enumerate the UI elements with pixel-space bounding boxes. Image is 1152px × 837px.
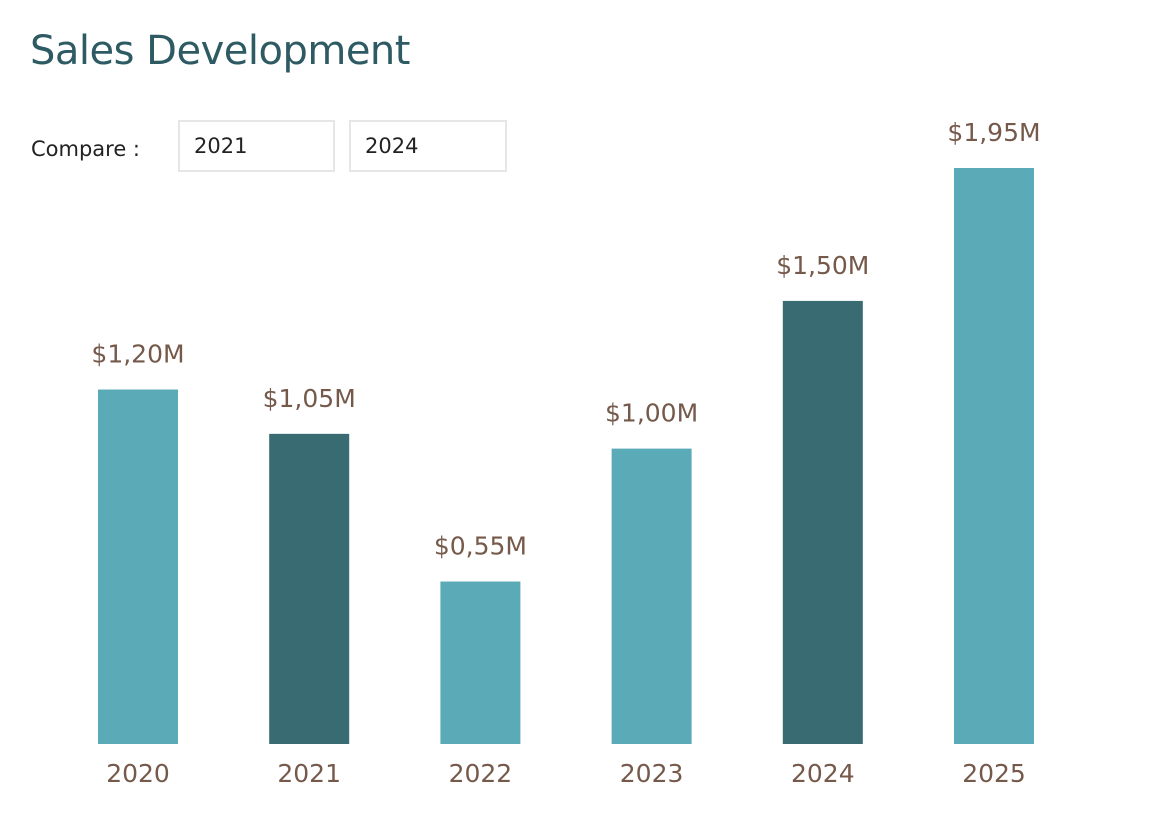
bar-2023[interactable] [611,448,692,744]
category-label-2025: 2025 [962,759,1026,788]
value-label-2023: $1,00M [605,399,698,428]
value-label-2021: $1,05M [263,384,356,413]
value-label-2022: $0,55M [434,532,527,561]
category-label-2021: 2021 [277,759,341,788]
value-label-2020: $1,20M [91,340,184,369]
bar-2025[interactable] [954,168,1034,744]
category-label-2020: 2020 [106,759,170,788]
page-title: Sales Development [30,28,410,74]
compare-year-a-input[interactable]: 2021 [178,120,335,172]
bar-2022[interactable] [440,581,521,744]
bar-2020[interactable] [98,389,178,744]
compare-label: Compare : [31,137,141,161]
category-label-2023: 2023 [620,759,684,788]
compare-year-b-input[interactable]: 2024 [349,120,507,172]
value-label-2025: $1,95M [947,118,1040,147]
bar-2024[interactable] [782,300,863,744]
category-label-2022: 2022 [449,759,513,788]
value-label-2024: $1,50M [776,251,869,280]
category-label-2024: 2024 [791,759,855,788]
bar-2021[interactable] [269,433,350,744]
